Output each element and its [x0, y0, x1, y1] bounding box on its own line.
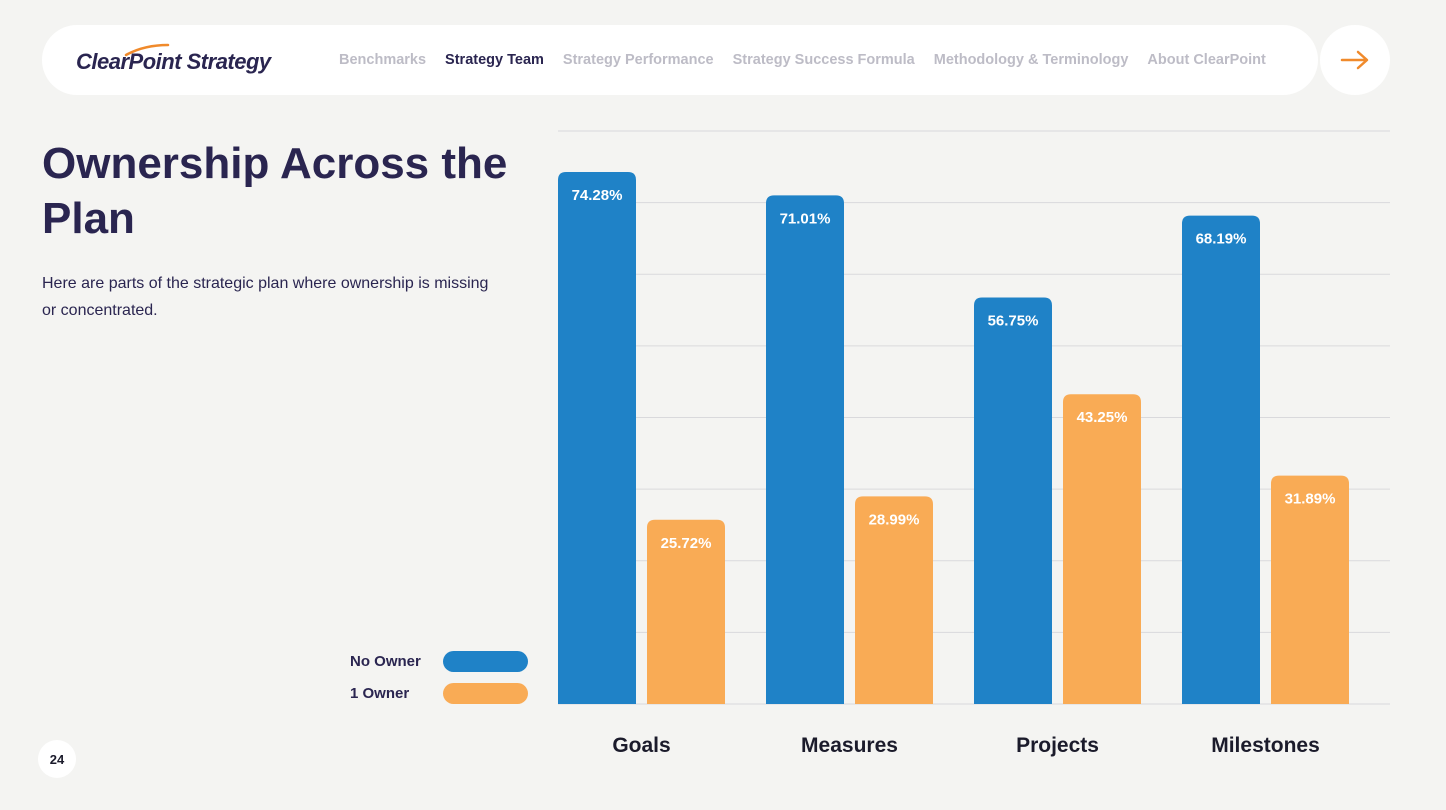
category-label-goals: Goals: [612, 734, 670, 757]
logo-swoosh-icon: [124, 43, 170, 57]
bar-no-owner-goals: [558, 171, 636, 705]
page-title: Ownership Across the Plan: [42, 139, 508, 243]
data-label-1-owner-goals: 25.72%: [661, 535, 712, 552]
data-label-1-owner-measures: 28.99%: [869, 511, 920, 528]
clearpoint-logo[interactable]: ClearPoint Strategy: [76, 43, 271, 75]
legend-label-no-owner: No Owner: [350, 652, 421, 670]
legend-item-one-owner: 1 Owner: [350, 682, 528, 704]
bar-no-owner-measures: [766, 195, 844, 704]
bar-no-owner-milestones: [1182, 215, 1260, 705]
category-label-measures: Measures: [801, 734, 898, 757]
category-label-projects: Projects: [1016, 734, 1099, 757]
page-subtitle: Here are parts of the strategic plan whe…: [42, 275, 489, 319]
data-label-no-owner-measures: 71.01%: [780, 210, 831, 227]
nav-item-strategy-team[interactable]: Strategy Team: [445, 52, 544, 68]
nav-item-strategy-performance[interactable]: Strategy Performance: [562, 52, 714, 68]
data-label-1-owner-milestones: 31.89%: [1285, 491, 1336, 508]
arrow-right-icon: [1340, 50, 1369, 70]
data-label-1-owner-projects: 43.25%: [1077, 409, 1128, 426]
data-label-no-owner-projects: 56.75%: [988, 313, 1039, 330]
legend-swatch-one-owner: [443, 682, 528, 704]
bar-1-owner-milestones: [1271, 475, 1349, 704]
logo-text: ClearPoint Strategy: [76, 49, 271, 74]
bar-1-owner-projects: [1063, 394, 1141, 704]
bar-1-owner-measures: [855, 496, 933, 704]
nav-item-methodology-terminology[interactable]: Methodology & Terminology: [933, 52, 1129, 68]
bar-1-owner-goals: [647, 519, 725, 704]
legend-label-one-owner: 1 Owner: [350, 684, 410, 702]
page-number-badge: 24: [38, 740, 76, 778]
nav-item-strategy-success-formula[interactable]: Strategy Success Formula: [732, 52, 915, 68]
category-label-milestones: Milestones: [1211, 734, 1320, 757]
nav-item-benchmarks[interactable]: Benchmarks: [339, 52, 427, 68]
top-nav-bar: ClearPoint Strategy Benchmarks Strategy T…: [42, 25, 1318, 95]
chart-legend: No Owner 1 Owner: [350, 650, 528, 714]
nav-menu: Benchmarks Strategy Team Strategy Performa…: [339, 25, 1266, 95]
legend-swatch-no-owner: [443, 650, 528, 672]
bar-no-owner-projects: [974, 297, 1052, 704]
data-label-no-owner-milestones: 68.19%: [1196, 231, 1247, 248]
data-label-no-owner-goals: 74.28%: [572, 187, 623, 204]
legend-item-no-owner: No Owner: [350, 650, 528, 672]
next-page-button[interactable]: [1320, 25, 1390, 95]
nav-item-about-clearpoint[interactable]: About ClearPoint: [1147, 52, 1266, 68]
